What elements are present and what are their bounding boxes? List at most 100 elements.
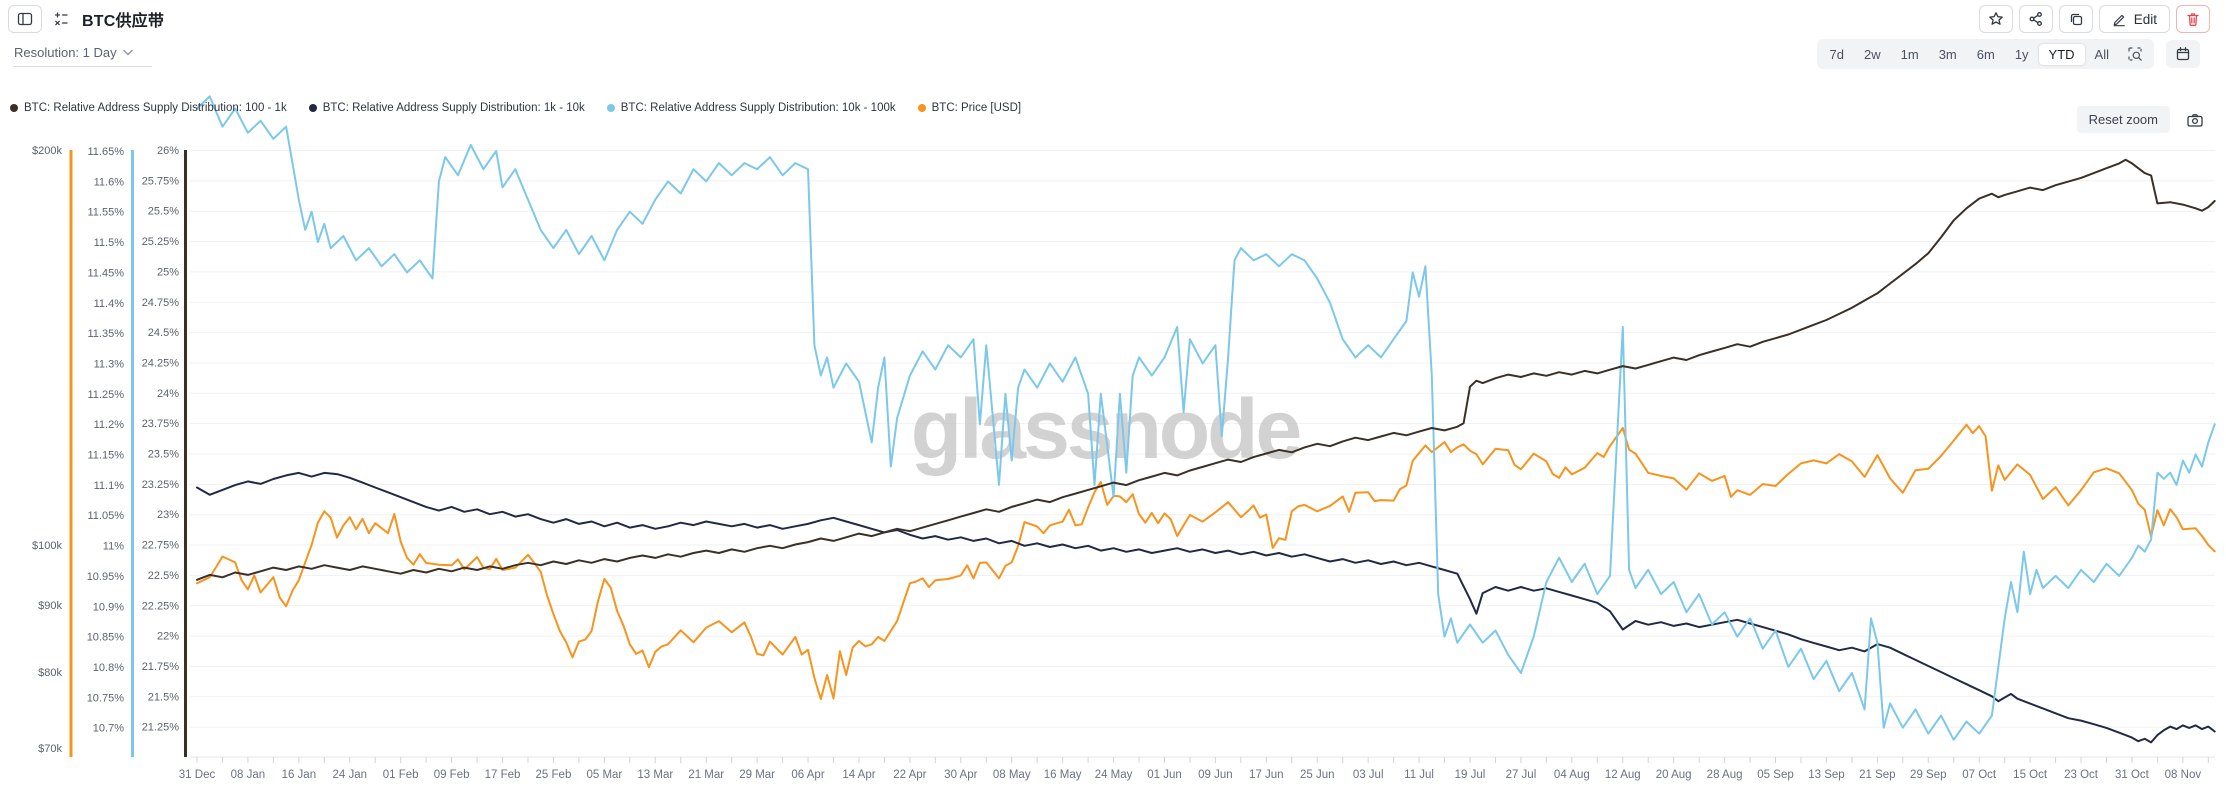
range-6m[interactable]: 6m — [1967, 44, 2005, 65]
legend-item[interactable]: BTC: Relative Address Supply Distributio… — [308, 102, 585, 114]
legend-label: BTC: Price [USD] — [931, 102, 1022, 114]
share-icon — [2029, 12, 2042, 26]
x-axis-label: 08 Nov — [2165, 769, 2202, 781]
blue-axis-label: 10.7% — [93, 723, 124, 735]
blue-axis-label: 11.6% — [94, 176, 125, 188]
share-button[interactable] — [2018, 5, 2053, 33]
blue-axis-label: 11.55% — [88, 207, 125, 219]
chart-toolbar: Resolution: 1 Day 7d 2w 1m 3m 6m 1y YTD All — [0, 38, 2226, 70]
legend: BTC: Relative Address Supply Distributio… — [10, 102, 1021, 114]
price-axis-label: $200k — [32, 145, 62, 157]
x-axis-label: 04 Aug — [1554, 769, 1590, 781]
screenshot-button[interactable] — [2186, 112, 2204, 128]
x-axis-label: 21 Mar — [688, 769, 724, 781]
x-axis-label: 13 Sep — [1808, 769, 1844, 781]
dark-axis-label: 22.5% — [148, 570, 179, 582]
x-axis-label: 20 Aug — [1656, 769, 1692, 781]
dark-axis-label: 23.25% — [142, 479, 180, 491]
blue-axis-label: 10.75% — [87, 692, 125, 704]
edit-button-label: Edit — [2133, 11, 2157, 27]
x-axis-label: 08 May — [993, 769, 1031, 781]
duplicate-button[interactable] — [2058, 5, 2093, 33]
dark-axis-label: 22% — [157, 631, 179, 643]
range-7d[interactable]: 7d — [1820, 44, 1854, 65]
blue-axis-label: 11.2% — [94, 419, 125, 431]
series-price_usd_series — [196, 423, 2216, 701]
x-axis-label: 12 Aug — [1605, 769, 1641, 781]
reset-zoom-button[interactable]: Reset zoom — [2076, 106, 2170, 133]
camera-icon — [2187, 113, 2203, 127]
x-axis-label: 24 Jan — [332, 769, 367, 781]
legend-item[interactable]: BTC: Relative Address Supply Distributio… — [10, 102, 287, 114]
x-axis-label: 11 Jul — [1404, 769, 1434, 781]
x-axis-label: 31 Dec — [179, 769, 216, 781]
range-all[interactable]: All — [2085, 44, 2119, 65]
series-supply_10k_100k — [196, 95, 2216, 741]
dark-axis-label: 21.5% — [148, 691, 179, 703]
x-axis-label: 09 Jun — [1198, 769, 1233, 781]
price-axis-label: $70k — [38, 743, 62, 755]
dark-axis-label: 25.5% — [148, 206, 179, 218]
x-axis-label: 15 Oct — [2013, 769, 2048, 781]
x-axis-label: 17 Feb — [485, 769, 521, 781]
legend-dot — [917, 104, 926, 112]
calendar-icon — [2176, 47, 2190, 61]
blue-axis-label: 11.3% — [94, 358, 125, 370]
range-3m[interactable]: 3m — [1929, 44, 1967, 65]
dark-axis-label: 25.75% — [142, 175, 180, 187]
x-axis-label: 03 Jul — [1353, 769, 1384, 781]
x-axis-label: 22 Apr — [893, 769, 926, 781]
legend-label: BTC: Relative Address Supply Distributio… — [24, 102, 287, 114]
x-axis-label: 14 Apr — [842, 769, 875, 781]
dark-axis-label: 22.75% — [142, 540, 180, 552]
edit-button[interactable]: Edit — [2098, 5, 2170, 33]
series-supply_1k_10k — [196, 471, 2216, 744]
legend-item[interactable]: BTC: Price [USD] — [917, 102, 1022, 114]
dark-axis-label: 24.5% — [148, 327, 179, 339]
range-1y[interactable]: 1y — [2005, 44, 2039, 65]
x-axis-label: 16 Jan — [282, 769, 317, 781]
x-axis-label: 21 Sep — [1859, 769, 1895, 781]
x-axis-label: 05 Mar — [586, 769, 622, 781]
x-axis-label: 01 Feb — [383, 769, 419, 781]
dark-axis-label: 23% — [157, 509, 179, 521]
copy-icon — [2070, 13, 2082, 26]
range-ytd[interactable]: YTD — [2038, 43, 2085, 65]
dark-axis-label: 24.75% — [142, 297, 180, 309]
calendar-button[interactable] — [2166, 40, 2200, 68]
resolution-dropdown[interactable]: Resolution: 1 Day — [14, 41, 152, 67]
x-axis-label: 16 May — [1044, 769, 1082, 781]
x-axis-label: 31 Oct — [2115, 769, 2150, 781]
price-axis-label: $90k — [38, 600, 62, 612]
dark-axis-label: 22.25% — [142, 600, 180, 612]
dark-axis-label: 23.75% — [142, 418, 180, 430]
x-axis-label: 23 Oct — [2064, 769, 2099, 781]
resolution-label: Resolution: 1 Day — [14, 45, 117, 60]
legend-label: BTC: Relative Address Supply Distributio… — [620, 102, 896, 114]
range-1m[interactable]: 1m — [1891, 44, 1929, 65]
x-axis-label: 29 Sep — [1910, 769, 1946, 781]
blue-axis-label: 10.9% — [93, 601, 124, 613]
x-axis-label: 25 Jun — [1300, 769, 1335, 781]
dark-axis-label: 25.25% — [142, 236, 180, 248]
delete-button[interactable] — [2176, 5, 2210, 33]
blue-axis-label: 11.25% — [88, 389, 125, 401]
dark-axis-label: 24.25% — [142, 357, 180, 369]
sidebar-toggle-button[interactable] — [8, 5, 42, 33]
blue-axis-label: 11.65% — [88, 146, 125, 158]
blue-axis-label: 11.45% — [88, 267, 125, 279]
x-axis-label: 06 Apr — [791, 769, 824, 781]
blue-axis-label: 10.95% — [87, 571, 125, 583]
metrics-formula-icon — [48, 5, 74, 33]
zoom-select-icon[interactable] — [2119, 46, 2151, 62]
price-axis-label: $100k — [32, 540, 62, 552]
favorite-button[interactable] — [1978, 5, 2013, 33]
legend-item[interactable]: BTC: Relative Address Supply Distributio… — [606, 102, 896, 114]
blue-axis-label: 11.05% — [88, 510, 125, 522]
range-2w[interactable]: 2w — [1854, 44, 1891, 65]
chevron-down-icon — [122, 49, 133, 56]
x-axis-label: 29 Mar — [739, 769, 775, 781]
sidebar-toggle-icon — [17, 12, 33, 26]
